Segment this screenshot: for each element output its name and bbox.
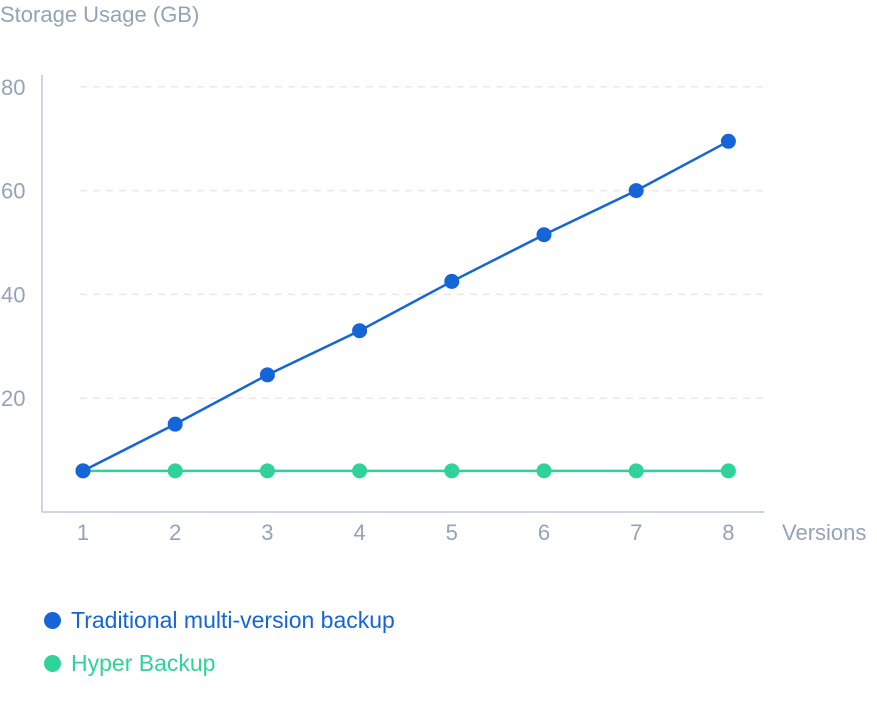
legend-label-hyper-backup: Hyper Backup (71, 650, 216, 676)
data-point-s1-x5 (444, 463, 460, 479)
legend-marker-traditional (44, 612, 61, 629)
data-point-s0-x3 (259, 367, 275, 383)
x-tick-label-2: 2 (169, 520, 181, 545)
x-tick-label-6: 6 (538, 520, 550, 545)
series-points (75, 133, 736, 479)
series-lines (82, 140, 729, 473)
gridlines (80, 86, 764, 399)
data-point-s0-x6 (536, 227, 552, 243)
legend-label-traditional: Traditional multi-version backup (71, 607, 395, 633)
x-tick-label-4: 4 (353, 520, 365, 545)
y-axis-title: Storage Usage (GB) (0, 2, 199, 27)
data-point-s1-x3 (259, 463, 275, 479)
series-line-0 (82, 140, 729, 472)
data-point-s0-x5 (444, 273, 460, 289)
x-tick-label-3: 3 (261, 520, 273, 545)
data-point-s0-x2 (167, 416, 183, 432)
x-tick-label-8: 8 (722, 520, 734, 545)
data-point-s1-x6 (536, 463, 552, 479)
y-tick-label-60: 60 (1, 179, 25, 204)
data-point-s1-x8 (720, 463, 736, 479)
y-tick-label-40: 40 (1, 282, 25, 307)
legend-marker-hyper-backup (44, 655, 61, 672)
data-point-s1-x7 (628, 463, 644, 479)
data-point-s0-x7 (628, 183, 644, 199)
y-tick-labels: 20 40 60 80 (1, 75, 25, 411)
x-tick-label-1: 1 (77, 520, 89, 545)
y-tick-label-20: 20 (1, 386, 25, 411)
legend-item-hyper-backup: Hyper Backup (44, 650, 215, 677)
data-point-s1-x4 (352, 463, 368, 479)
line-chart: Storage Usage (GB) Versions 20 40 60 80 1 2 3… (0, 2, 866, 545)
data-point-s0-x8 (720, 133, 736, 149)
data-point-s0-x1 (75, 463, 91, 479)
x-tick-labels: 1 2 3 4 5 6 7 8 (77, 520, 735, 545)
legend-item-traditional: Traditional multi-version backup (44, 607, 395, 634)
data-point-s1-x2 (167, 463, 183, 479)
x-axis-title: Versions (782, 520, 866, 545)
x-tick-label-5: 5 (446, 520, 458, 545)
x-tick-label-7: 7 (630, 520, 642, 545)
data-point-s0-x4 (352, 323, 368, 339)
y-tick-label-80: 80 (1, 75, 25, 100)
